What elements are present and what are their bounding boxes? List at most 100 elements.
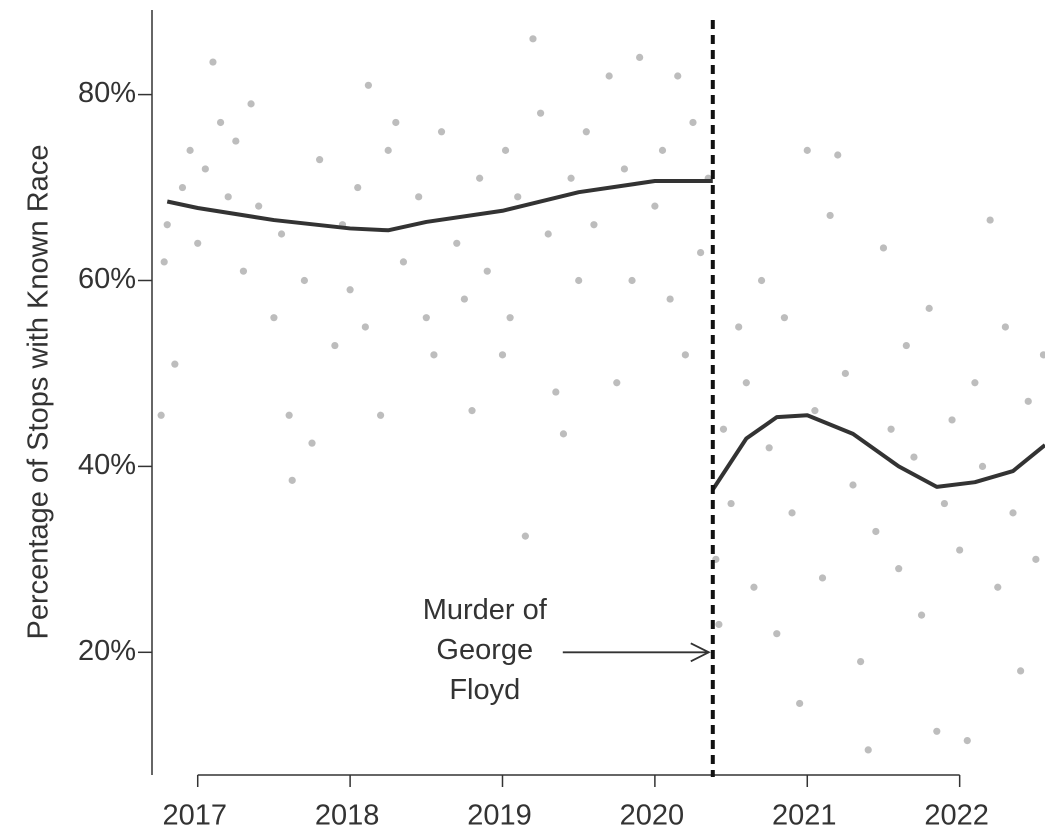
point — [605, 72, 613, 80]
point — [971, 379, 979, 387]
y-tick-label: 20% — [78, 635, 136, 667]
y-tick-label: 80% — [78, 77, 136, 109]
point — [552, 388, 560, 396]
point — [956, 546, 964, 554]
point — [171, 360, 179, 368]
point — [364, 81, 372, 89]
point — [529, 35, 537, 43]
point — [277, 230, 286, 238]
point — [521, 532, 529, 540]
point — [216, 118, 225, 127]
point — [209, 58, 217, 66]
point — [818, 574, 827, 582]
x-tick-label: 2020 — [620, 800, 685, 832]
point — [613, 379, 621, 387]
point — [689, 118, 697, 127]
point — [620, 165, 629, 173]
point — [501, 146, 510, 154]
point — [887, 425, 895, 433]
point — [567, 174, 575, 182]
point — [239, 267, 248, 275]
point — [1032, 555, 1040, 563]
point — [453, 239, 461, 247]
point — [803, 146, 811, 154]
point — [483, 267, 491, 275]
point — [270, 314, 278, 322]
point — [255, 202, 263, 210]
point — [346, 286, 354, 294]
point — [506, 314, 514, 322]
point — [514, 193, 522, 201]
point — [681, 351, 689, 359]
point — [437, 128, 446, 136]
point — [160, 258, 168, 266]
point — [963, 737, 971, 745]
point — [1039, 351, 1045, 359]
point — [194, 239, 202, 247]
x-tick-label: 2018 — [315, 800, 380, 832]
x-tick-label: 2019 — [467, 800, 532, 832]
point — [910, 453, 918, 461]
point — [316, 156, 324, 164]
point — [476, 174, 484, 182]
point — [384, 146, 392, 154]
point — [796, 699, 804, 708]
point — [308, 439, 316, 447]
point — [288, 476, 296, 484]
point — [765, 444, 773, 452]
point — [864, 746, 872, 754]
point — [735, 323, 743, 331]
point — [544, 230, 552, 238]
point — [590, 221, 598, 229]
point — [536, 109, 545, 117]
point — [300, 276, 308, 285]
point — [925, 304, 933, 312]
point — [651, 202, 659, 210]
point — [247, 100, 255, 108]
point — [834, 151, 842, 159]
point — [399, 258, 408, 266]
point — [636, 53, 644, 62]
point — [933, 727, 941, 735]
point — [849, 481, 857, 489]
point — [201, 165, 209, 173]
x-tick-label: 2017 — [162, 800, 227, 832]
annotation-text: Murder of — [423, 594, 548, 626]
point — [468, 407, 476, 415]
point — [895, 565, 903, 573]
point — [232, 137, 240, 145]
point — [826, 211, 834, 220]
point — [392, 118, 400, 127]
point — [841, 369, 849, 378]
point — [376, 411, 385, 419]
point — [1024, 397, 1032, 405]
annotation-text: George — [436, 634, 533, 666]
point — [902, 341, 910, 350]
point — [422, 314, 430, 322]
point — [872, 527, 880, 536]
trend-line — [166, 179, 713, 233]
point — [178, 183, 187, 192]
point — [224, 193, 232, 201]
point — [430, 351, 438, 359]
point — [727, 499, 735, 508]
point — [857, 657, 865, 666]
point — [757, 276, 766, 285]
point — [715, 620, 723, 629]
point — [917, 611, 926, 619]
point — [719, 425, 728, 433]
point — [948, 416, 956, 424]
point — [986, 216, 994, 224]
point — [354, 183, 362, 192]
y-tick-label: 40% — [78, 449, 136, 481]
point — [1009, 509, 1017, 517]
point — [415, 193, 423, 201]
point — [666, 295, 674, 303]
point — [498, 351, 507, 359]
point — [940, 499, 949, 508]
arrow-head — [690, 642, 711, 663]
point — [978, 462, 987, 470]
point — [658, 146, 667, 154]
annotation-text: Floyd — [449, 674, 520, 706]
